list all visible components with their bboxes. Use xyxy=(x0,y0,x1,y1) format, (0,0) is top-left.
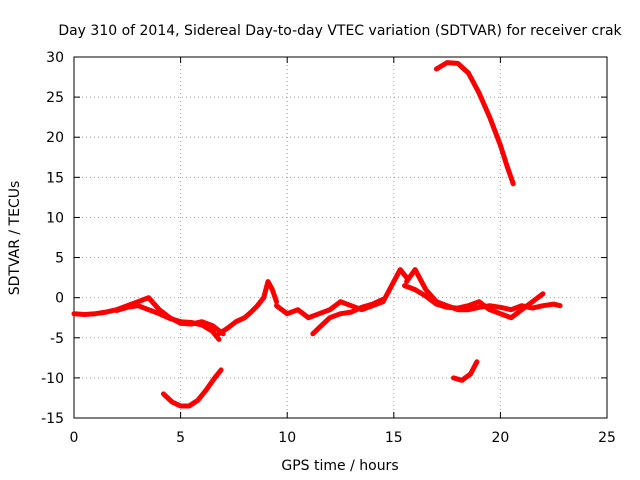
y-tick-labels: -15 -10 -5 0 5 10 15 20 25 30 xyxy=(41,50,64,427)
series-arc-9 xyxy=(433,60,516,187)
x-tick-label: 25 xyxy=(598,430,616,446)
y-tick-label: -10 xyxy=(41,371,64,387)
y-tick-label: 15 xyxy=(46,170,64,186)
axis-ticks xyxy=(73,56,608,419)
y-tick-label: 30 xyxy=(46,50,64,66)
chart-title: Day 310 of 2014, Sidereal Day-to-day VTE… xyxy=(58,23,622,39)
x-tick-label: 5 xyxy=(176,430,185,446)
series-arc-6-markers xyxy=(405,268,561,311)
x-tick-label: 0 xyxy=(70,430,79,446)
y-tick-label: 20 xyxy=(46,130,64,146)
x-tick-labels: 0 5 10 15 20 25 xyxy=(70,430,616,446)
series-arc-8-markers xyxy=(162,369,222,407)
y-tick-label: 10 xyxy=(46,210,64,226)
y-tick-label: 0 xyxy=(55,291,64,307)
y-tick-label: 25 xyxy=(46,90,64,106)
series-arc-3-markers xyxy=(218,280,278,335)
grid xyxy=(74,57,607,418)
y-axis-title: SDTVAR / TECUs xyxy=(7,181,23,296)
series-arc-10 xyxy=(451,359,480,383)
series-arc-8 xyxy=(161,367,224,409)
series-arc-5-markers xyxy=(312,298,384,335)
series-group xyxy=(71,60,563,409)
series-arc-9-markers xyxy=(435,61,515,185)
x-axis-title: GPS time / hours xyxy=(281,458,398,474)
x-tick-label: 10 xyxy=(278,430,296,446)
series-arc-3 xyxy=(216,279,279,337)
series-arc-4-markers xyxy=(275,268,408,319)
y-tick-label: 5 xyxy=(55,251,64,267)
plot-frame xyxy=(73,56,608,419)
x-tick-label: 20 xyxy=(491,430,509,446)
series-arc-7-markers xyxy=(404,284,544,319)
x-tick-label: 15 xyxy=(385,430,403,446)
y-tick-label: -5 xyxy=(50,331,64,347)
series-arc-10-markers xyxy=(453,361,478,382)
series-arc-1 xyxy=(71,295,226,337)
series-arc-2-markers xyxy=(116,304,220,341)
y-tick-label: -15 xyxy=(41,411,64,427)
series-arc-4 xyxy=(274,267,410,321)
